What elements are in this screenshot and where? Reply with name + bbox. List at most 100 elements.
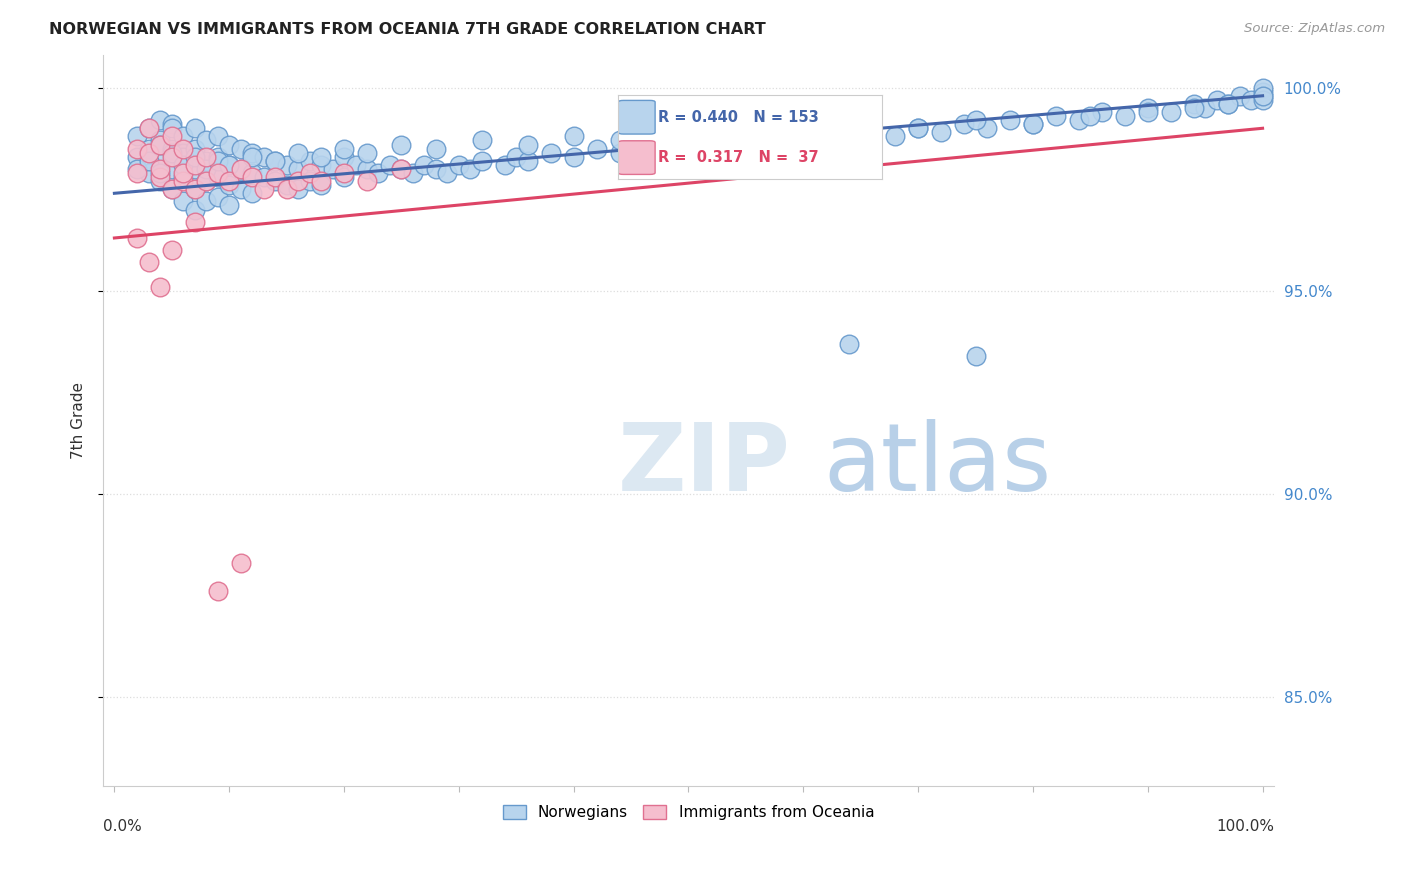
Point xyxy=(172,174,194,188)
Point xyxy=(218,178,240,193)
Point xyxy=(149,166,172,180)
Point xyxy=(207,584,229,599)
Point xyxy=(172,150,194,164)
Point xyxy=(436,166,458,180)
Point xyxy=(240,150,263,164)
Point xyxy=(218,174,240,188)
Point xyxy=(160,182,183,196)
Point xyxy=(391,161,413,176)
Point xyxy=(138,153,160,168)
Point xyxy=(160,121,183,136)
Point xyxy=(127,142,149,156)
Point xyxy=(149,153,172,168)
Point xyxy=(172,194,194,209)
Point xyxy=(1182,101,1205,115)
Point xyxy=(276,158,298,172)
Point xyxy=(309,158,332,172)
Point xyxy=(540,145,562,160)
Point xyxy=(264,169,287,184)
Point xyxy=(287,161,309,176)
Point xyxy=(195,153,218,168)
Legend: Norwegians, Immigrants from Oceania: Norwegians, Immigrants from Oceania xyxy=(496,798,880,826)
Point xyxy=(1240,93,1263,107)
Point xyxy=(138,142,160,156)
Point xyxy=(184,202,207,217)
Point xyxy=(678,145,700,160)
Point xyxy=(769,137,792,152)
Point xyxy=(138,121,160,136)
Point xyxy=(160,142,183,156)
Point xyxy=(298,174,321,188)
Point xyxy=(700,137,723,152)
Point xyxy=(172,129,194,144)
Point xyxy=(229,556,252,570)
Point xyxy=(1136,105,1159,120)
Point xyxy=(253,150,276,164)
Point xyxy=(654,125,676,139)
Point xyxy=(425,142,447,156)
Point xyxy=(184,182,207,196)
Y-axis label: 7th Grade: 7th Grade xyxy=(72,383,86,459)
Point xyxy=(218,137,240,152)
Point xyxy=(516,137,538,152)
Point xyxy=(425,161,447,176)
Point xyxy=(149,137,172,152)
Point xyxy=(195,150,218,164)
Point xyxy=(953,117,976,131)
Point xyxy=(149,279,172,293)
Point xyxy=(184,121,207,136)
Point xyxy=(207,169,229,184)
Point xyxy=(1205,93,1227,107)
Text: Source: ZipAtlas.com: Source: ZipAtlas.com xyxy=(1244,22,1385,36)
Point xyxy=(1080,109,1102,123)
Point xyxy=(815,133,838,147)
Point xyxy=(207,129,229,144)
Point xyxy=(160,145,183,160)
Point xyxy=(127,150,149,164)
Point xyxy=(287,145,309,160)
Point xyxy=(1251,85,1274,99)
Point xyxy=(1229,88,1251,103)
Point xyxy=(309,150,332,164)
Point xyxy=(229,142,252,156)
Point xyxy=(333,142,356,156)
Point xyxy=(929,125,952,139)
Point xyxy=(391,137,413,152)
Point xyxy=(965,349,987,363)
Point xyxy=(700,129,723,144)
Point xyxy=(1160,105,1182,120)
Point xyxy=(654,142,676,156)
Point xyxy=(184,142,207,156)
Text: NORWEGIAN VS IMMIGRANTS FROM OCEANIA 7TH GRADE CORRELATION CHART: NORWEGIAN VS IMMIGRANTS FROM OCEANIA 7TH… xyxy=(49,22,766,37)
Point xyxy=(240,166,263,180)
Point xyxy=(127,231,149,245)
Point xyxy=(298,166,321,180)
Point xyxy=(460,161,482,176)
Point xyxy=(127,129,149,144)
Point xyxy=(747,133,769,147)
Point xyxy=(253,182,276,196)
Point xyxy=(471,153,494,168)
Point xyxy=(149,133,172,147)
Text: 100.0%: 100.0% xyxy=(1216,820,1274,834)
Point xyxy=(276,178,298,193)
Point xyxy=(333,166,356,180)
Point xyxy=(413,158,436,172)
Point xyxy=(160,182,183,196)
Point xyxy=(287,174,309,188)
Point xyxy=(229,182,252,196)
Point xyxy=(1182,96,1205,111)
Point xyxy=(1251,88,1274,103)
Point xyxy=(207,190,229,204)
Point xyxy=(138,145,160,160)
Point xyxy=(792,129,814,144)
Point xyxy=(207,150,229,164)
Point xyxy=(723,142,745,156)
Point xyxy=(1067,113,1090,128)
Point xyxy=(149,161,172,176)
Point xyxy=(195,133,218,147)
Point xyxy=(207,166,229,180)
Point xyxy=(264,153,287,168)
Point xyxy=(240,145,263,160)
Point xyxy=(240,186,263,201)
